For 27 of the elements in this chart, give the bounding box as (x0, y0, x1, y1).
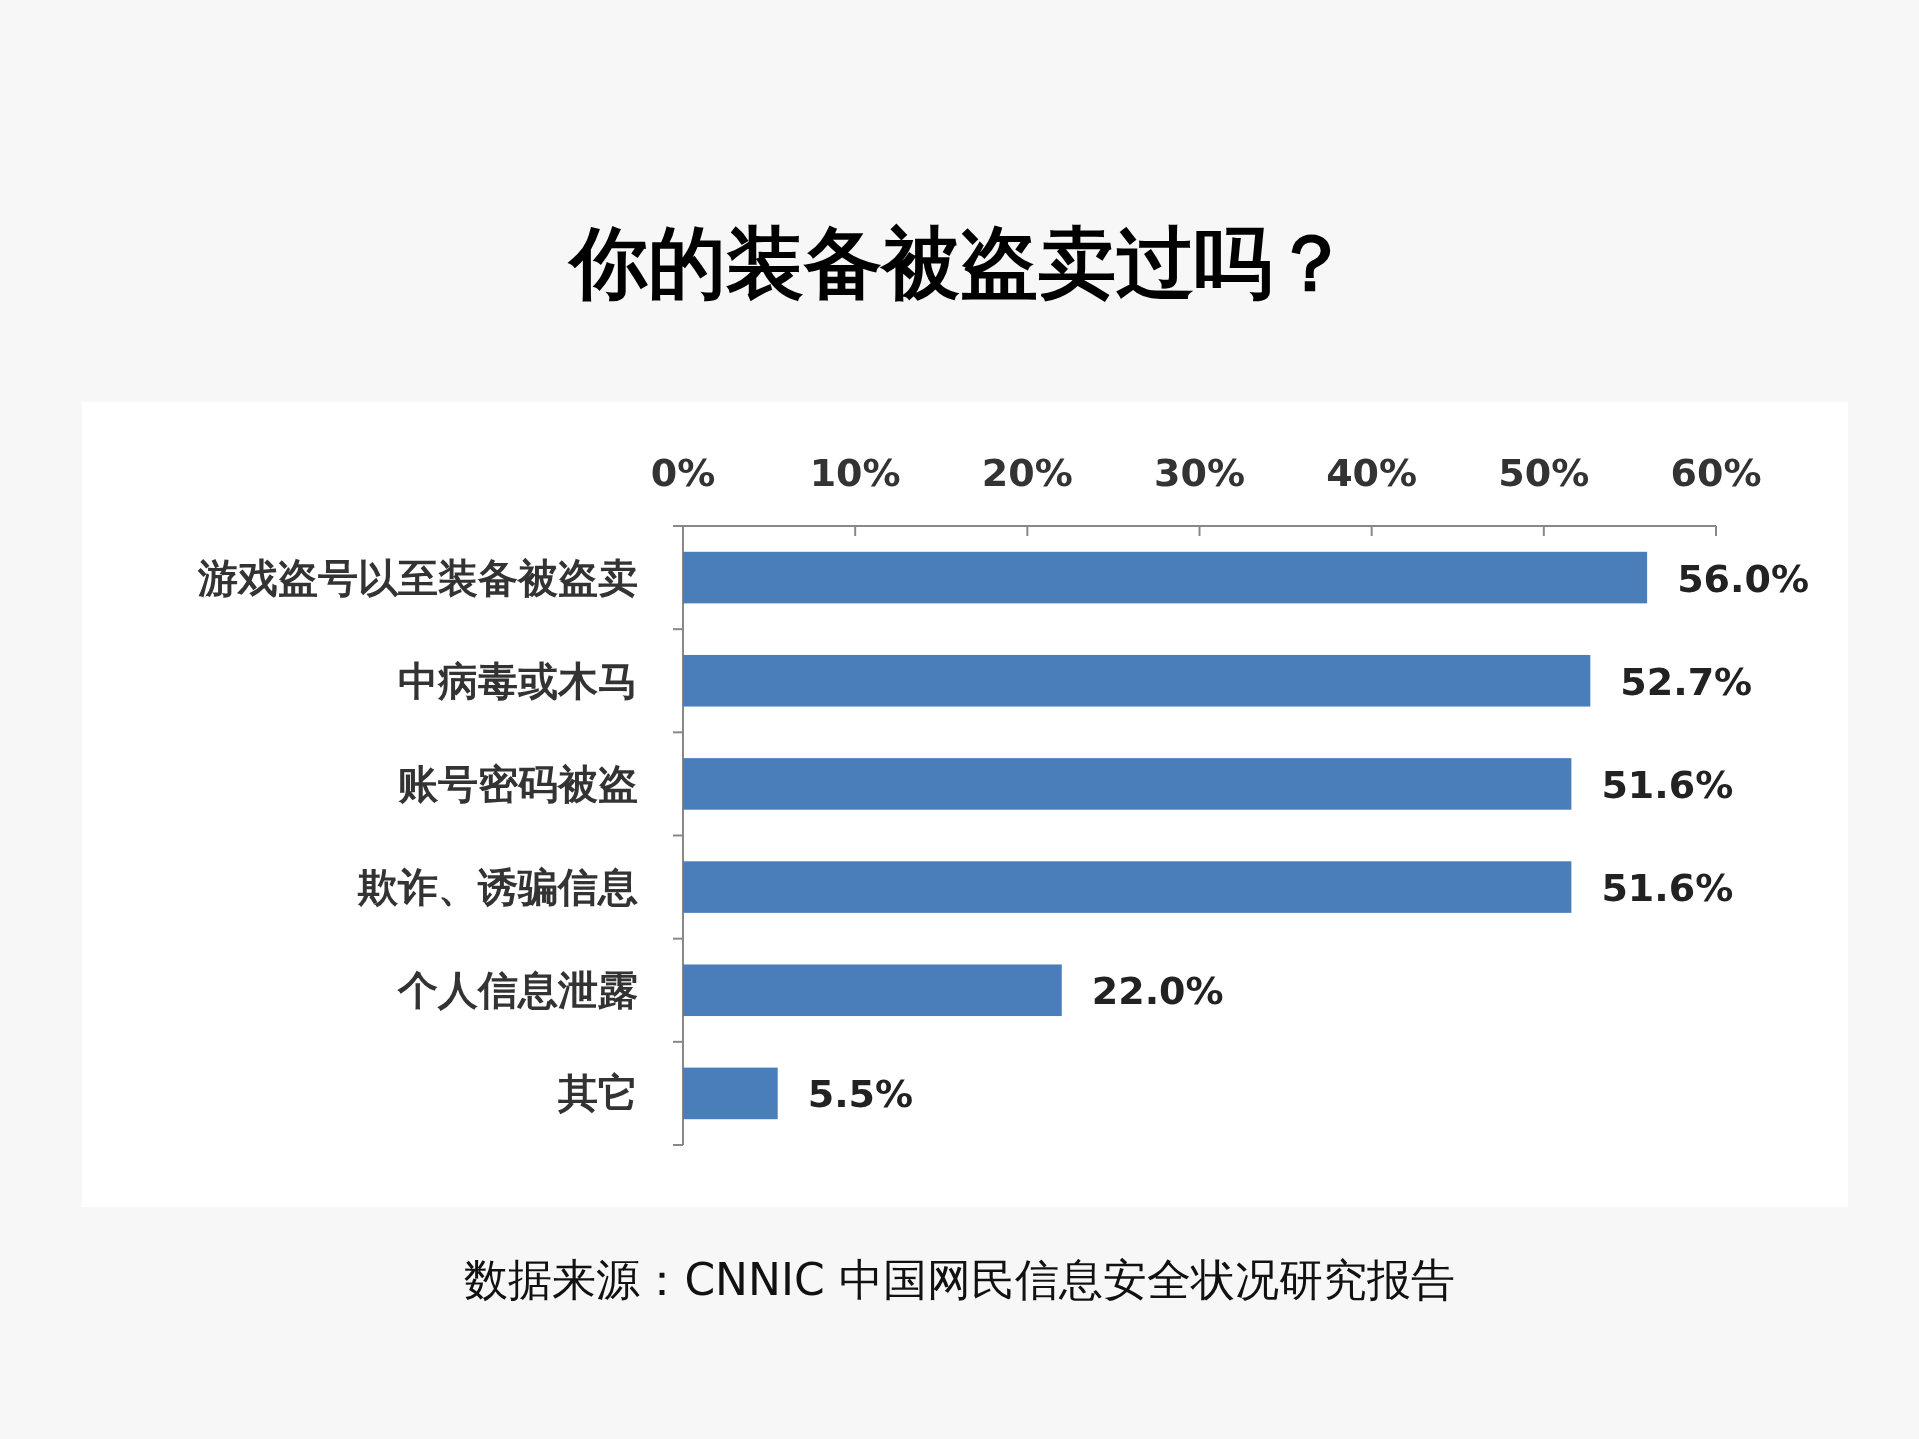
bar (683, 758, 1572, 810)
y-tick-label: 欺诈、诱骗信息 (357, 863, 638, 911)
y-tick-label: 中病毒或木马 (398, 656, 638, 704)
data-label: 22.0% (1091, 969, 1224, 1014)
data-label: 51.6% (1601, 866, 1734, 911)
x-tick-label: 60% (1670, 451, 1762, 495)
y-tick-label: 游戏盗号以至装备被盗卖 (197, 553, 638, 601)
bar (683, 551, 1648, 604)
x-tick-label: 30% (1154, 451, 1245, 495)
bar (683, 654, 1591, 707)
chart-title: 你的装备被盗卖过吗？ (566, 217, 1350, 308)
y-tick-label: 个人信息泄露 (397, 966, 638, 1014)
data-label: 51.6% (1601, 762, 1734, 807)
x-tick-label: 20% (981, 451, 1073, 495)
data-label: 5.5% (807, 1072, 914, 1117)
x-tick-label: 40% (1326, 451, 1418, 495)
data-label: 52.7% (1620, 659, 1753, 704)
y-tick-label: 其它 (557, 1069, 638, 1117)
bar (683, 964, 1062, 1017)
x-tick-label: 10% (809, 451, 901, 495)
bar (683, 1067, 778, 1120)
x-tick-label: 0% (650, 451, 716, 495)
bar (683, 861, 1572, 913)
source-note: 数据来源：CNNIC 中国网民信息安全状况研究报告 (464, 1254, 1455, 1305)
x-tick-label: 50% (1498, 451, 1590, 495)
data-label: 56.0% (1677, 556, 1809, 601)
y-tick-label: 账号密码被盗 (398, 759, 638, 807)
